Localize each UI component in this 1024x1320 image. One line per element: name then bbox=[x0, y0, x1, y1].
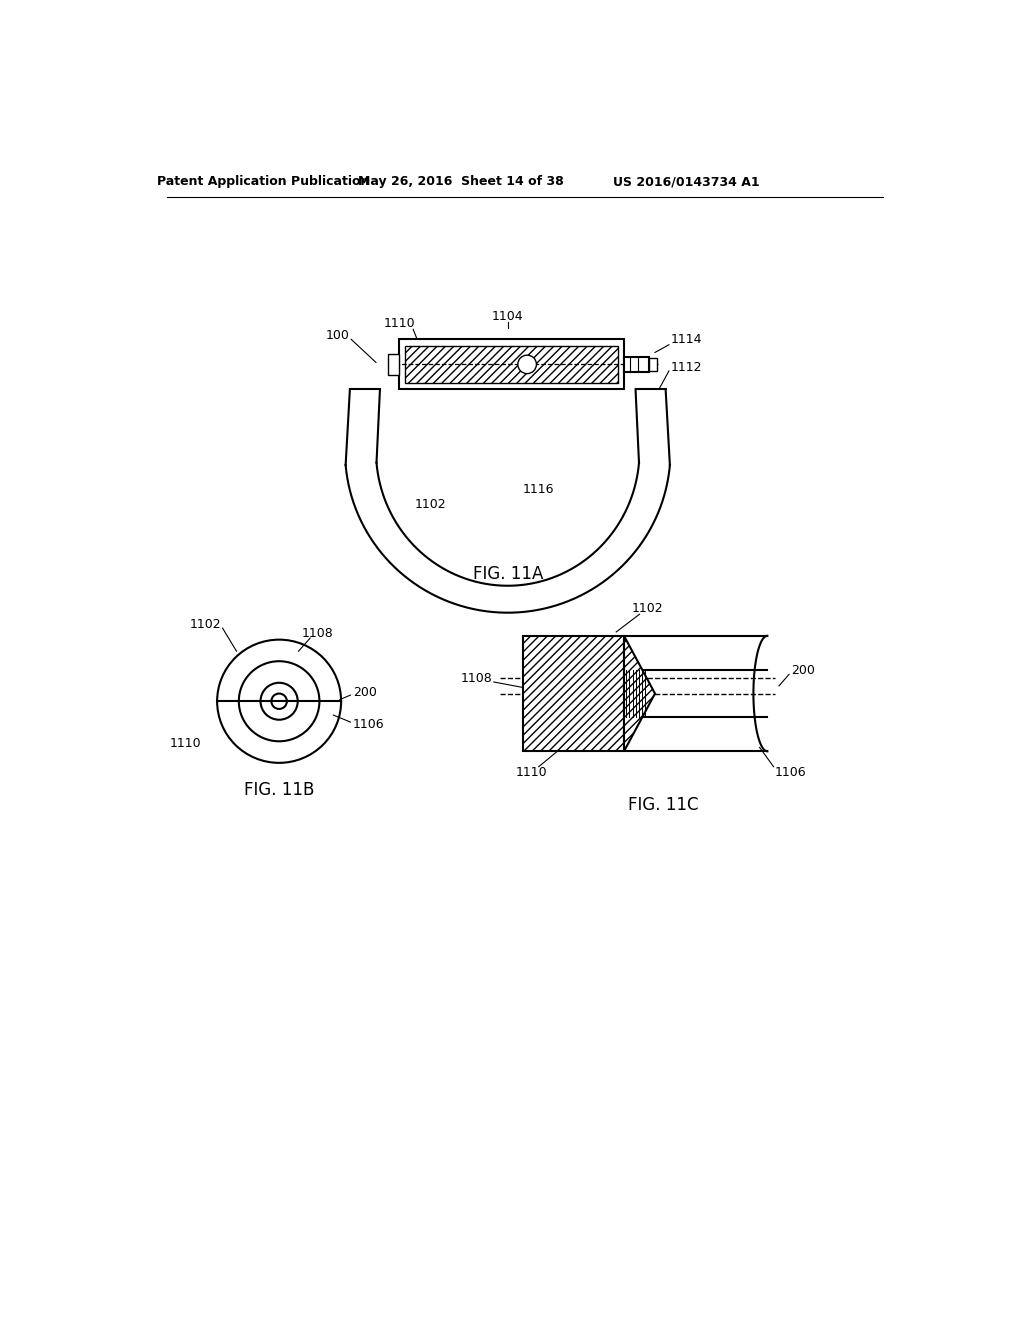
Bar bbox=[388, 354, 399, 375]
Text: 1114: 1114 bbox=[671, 333, 702, 346]
Text: 1102: 1102 bbox=[415, 499, 446, 511]
Text: 200: 200 bbox=[791, 664, 814, 677]
Text: 1102: 1102 bbox=[189, 618, 221, 631]
Polygon shape bbox=[624, 636, 655, 751]
Text: US 2016/0143734 A1: US 2016/0143734 A1 bbox=[612, 176, 760, 187]
Text: 1112: 1112 bbox=[671, 362, 702, 375]
Bar bbox=[406, 346, 617, 383]
Circle shape bbox=[271, 693, 287, 709]
Text: FIG. 11B: FIG. 11B bbox=[244, 781, 314, 799]
Text: 1108: 1108 bbox=[302, 627, 334, 640]
Bar bbox=[523, 636, 624, 751]
Bar bbox=[523, 636, 624, 751]
Bar bbox=[649, 358, 656, 371]
Text: 1102: 1102 bbox=[632, 602, 664, 615]
Circle shape bbox=[217, 640, 341, 763]
Text: 1110: 1110 bbox=[515, 767, 547, 779]
Text: S: S bbox=[255, 717, 264, 731]
Text: 1106: 1106 bbox=[352, 718, 384, 731]
Text: 1106: 1106 bbox=[775, 767, 807, 779]
Bar bbox=[399, 339, 624, 389]
Text: 100: 100 bbox=[326, 329, 349, 342]
Text: 1110: 1110 bbox=[170, 737, 202, 750]
Text: May 26, 2016  Sheet 14 of 38: May 26, 2016 Sheet 14 of 38 bbox=[358, 176, 564, 187]
Text: 200: 200 bbox=[352, 685, 377, 698]
Text: 1108: 1108 bbox=[461, 672, 493, 685]
Text: 1110: 1110 bbox=[383, 317, 415, 330]
Circle shape bbox=[260, 682, 298, 719]
Bar bbox=[624, 356, 649, 372]
Text: 1116: 1116 bbox=[523, 483, 555, 496]
Circle shape bbox=[518, 355, 537, 374]
Text: FIG. 11A: FIG. 11A bbox=[472, 565, 543, 583]
Text: Patent Application Publication: Patent Application Publication bbox=[158, 176, 370, 187]
Text: FIG. 11C: FIG. 11C bbox=[628, 796, 698, 814]
Text: 1104: 1104 bbox=[492, 310, 523, 323]
Text: N: N bbox=[254, 671, 265, 685]
Circle shape bbox=[239, 661, 319, 742]
Bar bbox=[406, 346, 617, 383]
